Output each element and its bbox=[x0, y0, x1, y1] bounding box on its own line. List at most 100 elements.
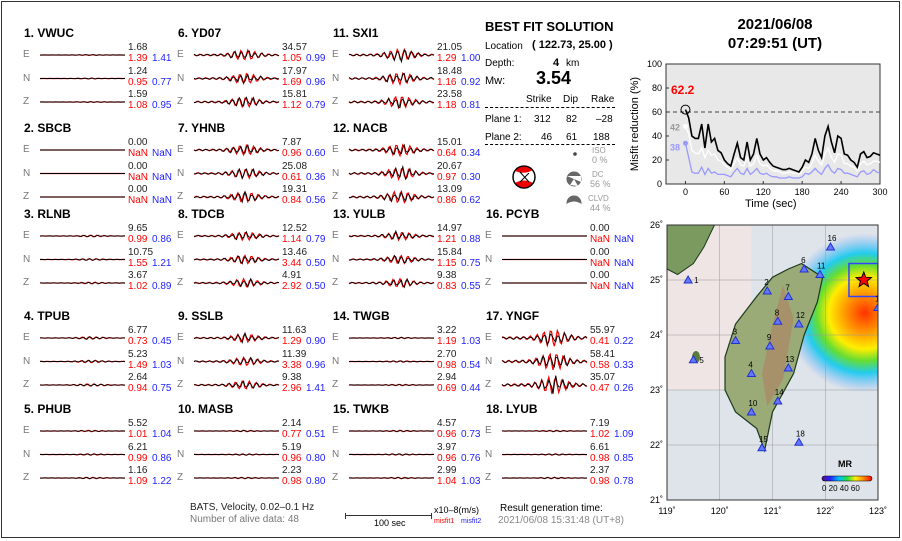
amplitude-value: 1.24 bbox=[128, 65, 148, 77]
component-label: Z bbox=[485, 277, 492, 288]
station-triangle-icon[interactable] bbox=[799, 263, 810, 273]
misfit2-value: 0.73 bbox=[461, 429, 481, 440]
component-label: E bbox=[485, 332, 492, 343]
misfit1-value: NaN bbox=[590, 257, 611, 269]
observed-trace bbox=[39, 430, 126, 432]
misfit2-value: 0.26 bbox=[614, 383, 634, 394]
amplitude-value: 55.97 bbox=[590, 325, 616, 336]
misfit1-value: 1.01 bbox=[128, 429, 148, 440]
misfit1-value: 1.05 bbox=[282, 53, 302, 64]
component-label: E bbox=[177, 230, 184, 241]
amplitude-value: 14.97 bbox=[437, 223, 463, 234]
amplitude-value: 23.58 bbox=[437, 89, 463, 100]
generation-label: Result generation time: bbox=[500, 503, 603, 514]
station-triangle-icon[interactable] bbox=[825, 241, 836, 251]
misfit2-value: NaN bbox=[152, 195, 173, 206]
station-number: 9 bbox=[767, 333, 772, 342]
component-label: Z bbox=[23, 96, 30, 107]
station-number: 14 bbox=[775, 388, 784, 397]
station-number: 2 bbox=[764, 278, 769, 287]
station-triangle-icon[interactable] bbox=[783, 362, 794, 372]
observed-trace bbox=[39, 336, 125, 340]
map-border bbox=[666, 224, 879, 501]
component-label: E bbox=[23, 144, 30, 155]
clvd-label: CLVD bbox=[588, 194, 609, 203]
observed-trace bbox=[193, 190, 280, 204]
station-title: 17. YNGF bbox=[486, 309, 540, 323]
observed-trace bbox=[39, 54, 125, 56]
amplitude-value: 6.21 bbox=[128, 441, 148, 453]
colorbar-title: MR bbox=[838, 459, 852, 469]
amplitude-value: 18.48 bbox=[437, 65, 463, 77]
misfit2-value: 0.90 bbox=[306, 336, 326, 347]
observed-trace bbox=[194, 230, 280, 241]
misfit1-value: 0.96 bbox=[282, 148, 302, 159]
station-triangle-icon[interactable] bbox=[762, 285, 773, 295]
station-triangle-icon[interactable] bbox=[873, 302, 882, 311]
depth-unit: km bbox=[566, 58, 580, 69]
amplitude-value: 3.67 bbox=[128, 270, 148, 281]
misfit2-value: 0.75 bbox=[152, 383, 172, 394]
misfit1-value: 1.02 bbox=[590, 429, 610, 440]
observed-trace bbox=[501, 331, 588, 346]
longitude-tick: 120˚ bbox=[711, 506, 729, 516]
station-triangle-icon[interactable] bbox=[783, 291, 794, 300]
misfit1-value: 3.44 bbox=[282, 257, 302, 269]
station-triangle-icon[interactable] bbox=[757, 442, 767, 452]
observed-trace bbox=[193, 143, 280, 154]
station-triangle-icon[interactable] bbox=[815, 269, 825, 278]
station-triangle-icon[interactable] bbox=[794, 318, 804, 328]
station-title: 13. YULB bbox=[333, 207, 386, 221]
amplitude-value: 3.97 bbox=[437, 441, 457, 453]
blue-value-annotation: 38 bbox=[670, 143, 680, 153]
station-title: 1. VWUC bbox=[24, 26, 75, 40]
misfit1-value: 0.61 bbox=[282, 171, 302, 183]
station-number: 8 bbox=[775, 308, 780, 317]
dc-value: 56 % bbox=[590, 179, 611, 189]
station-number: 13 bbox=[785, 355, 794, 364]
amplitude-value: 2.99 bbox=[437, 465, 457, 476]
component-label: Z bbox=[23, 191, 30, 202]
station-triangle-icon[interactable] bbox=[730, 335, 741, 344]
misfit1-value: 2.92 bbox=[282, 281, 302, 292]
amplitude-value: 13.09 bbox=[437, 184, 463, 195]
misfit1-value: 1.69 bbox=[282, 76, 302, 88]
component-label: Z bbox=[23, 472, 30, 483]
component-label: E bbox=[485, 230, 492, 241]
y-tick-label: 40 bbox=[652, 131, 662, 141]
station-triangle-icon[interactable] bbox=[688, 354, 699, 364]
observed-trace bbox=[193, 477, 280, 479]
misfit2-value: 1.03 bbox=[461, 336, 481, 347]
misfit2-value: 0.85 bbox=[614, 452, 634, 464]
station-triangle-icon[interactable] bbox=[772, 316, 783, 325]
central-mountains bbox=[761, 285, 794, 407]
station-triangle-icon[interactable] bbox=[765, 340, 775, 350]
misfit2-value: 0.81 bbox=[461, 100, 481, 111]
misfit2-value: 0.60 bbox=[306, 148, 326, 159]
station-triangle-icon[interactable] bbox=[746, 406, 757, 416]
misfit1-value: 1.29 bbox=[282, 336, 302, 347]
observed-trace bbox=[193, 50, 280, 59]
amplitude-value: 17.97 bbox=[282, 65, 308, 77]
station-title: 12. NACB bbox=[333, 121, 388, 135]
misfit2-value: 0.51 bbox=[306, 429, 326, 440]
station-triangle-icon[interactable] bbox=[683, 274, 693, 284]
misfit1-value: 0.98 bbox=[590, 476, 610, 487]
misfit1-value: 0.69 bbox=[437, 383, 457, 394]
x-tick-label: 0 bbox=[683, 187, 688, 197]
component-label: Z bbox=[332, 96, 339, 107]
station-title: 16. PCYB bbox=[486, 207, 540, 221]
misfit1-value: NaN bbox=[128, 148, 149, 159]
component-label: N bbox=[23, 253, 31, 265]
component-label: Z bbox=[177, 96, 184, 107]
misfit1-value: NaN bbox=[590, 281, 611, 292]
observed-trace bbox=[193, 167, 280, 180]
misfit2-value: 0.33 bbox=[614, 359, 634, 371]
misfit2-value: NaN bbox=[152, 148, 173, 159]
station-triangle-icon[interactable] bbox=[746, 368, 757, 377]
mw-label: Mw: bbox=[485, 75, 506, 87]
station-triangle-icon[interactable] bbox=[794, 437, 804, 446]
longitude-tick: 122˚ bbox=[816, 506, 834, 516]
station-triangle-icon[interactable] bbox=[772, 395, 783, 405]
component-label: E bbox=[485, 425, 492, 436]
